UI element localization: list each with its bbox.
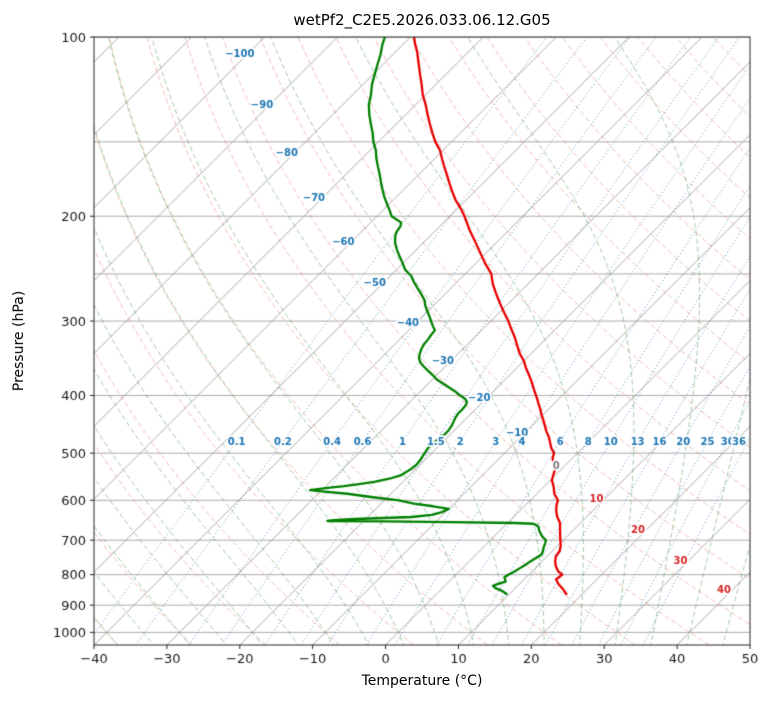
chart-title: wetPf2_C2E5.2026.033.06.12.G05 — [293, 11, 551, 29]
x-axis-label: Temperature (°C) — [361, 673, 483, 689]
y-axis-label: Pressure (hPa) — [11, 290, 27, 392]
